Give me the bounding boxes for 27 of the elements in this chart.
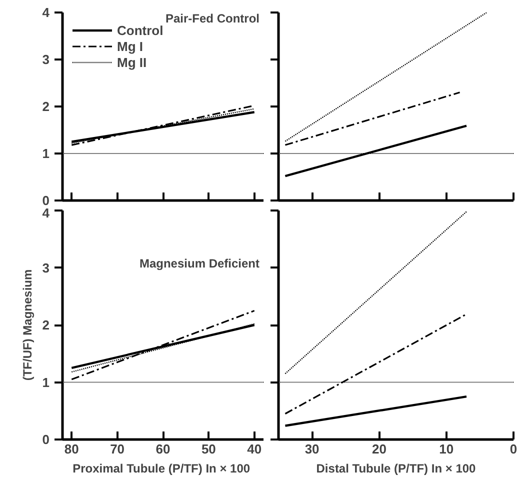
y-tick-label: 4 (42, 206, 50, 220)
y-tick-label: 2 (42, 318, 50, 332)
x-tick-label: 50 (201, 442, 216, 456)
y-tick-label: 2 (42, 99, 50, 114)
legend-label: Mg II (117, 54, 147, 70)
x-axis-title: Distal Tubule (P/TF) In × 100 (316, 462, 476, 476)
annotation: Pair-Fed Control (166, 12, 260, 26)
y-axis-title: (TF/UF) Magnesium (20, 269, 34, 381)
x-tick-label: 10 (439, 442, 454, 456)
legend-label: Mg I (117, 38, 143, 54)
annotation: Magnesium Deficient (139, 256, 260, 270)
y-tick-label: 1 (42, 374, 50, 390)
y-tick-label: 3 (42, 52, 50, 67)
y-tick-label: 3 (42, 260, 50, 276)
x-tick-label: 70 (110, 442, 125, 456)
y-tick-label: 4 (42, 5, 50, 20)
y-tick-label: 1 (42, 146, 50, 161)
x-tick-label: 80 (64, 442, 79, 456)
legend-label: Control (117, 22, 164, 38)
y-tick-label: 0 (42, 193, 50, 208)
y-tick-label: 0 (42, 432, 50, 447)
x-axis-title: Proximal Tubule (P/TF) In × 100 (72, 462, 250, 476)
x-tick-label: 20 (372, 442, 386, 456)
x-tick-label: 40 (247, 442, 262, 456)
x-tick-label: 0 (510, 442, 518, 456)
x-tick-label: 60 (156, 442, 170, 456)
x-tick-label: 30 (304, 442, 320, 456)
